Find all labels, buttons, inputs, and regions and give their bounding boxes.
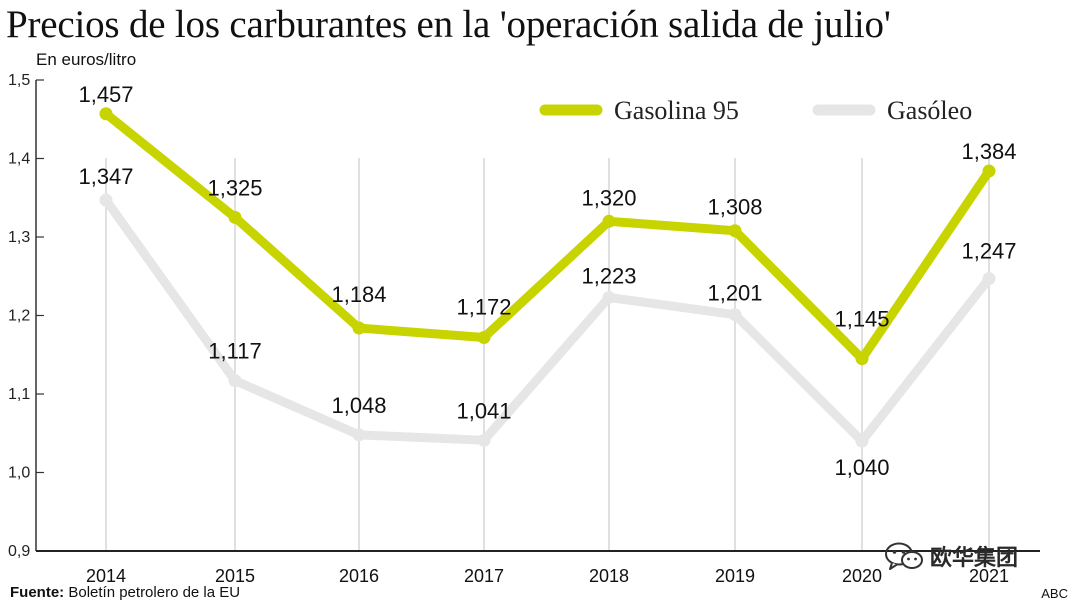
- y-tick-label: 1,4: [8, 151, 30, 168]
- chart-title: Precios de los carburantes en la 'operac…: [6, 3, 891, 46]
- data-labels: 1,457 1,325 1,184 1,172 1,320 1,308 1,145 1,384…: [78, 82, 1016, 480]
- gasolina-value-label: 1,184: [331, 282, 386, 307]
- gasolina-value-label: 1,457: [78, 82, 133, 107]
- gasoleo-value-label: 1,223: [581, 263, 636, 288]
- x-tick-label: 2019: [715, 566, 755, 586]
- gasoleo-value-label: 1,247: [961, 239, 1016, 264]
- gasolina-point: [477, 330, 491, 344]
- gasoleo-point: [982, 272, 996, 286]
- gasolina-point: [982, 164, 996, 178]
- gasoleo-point: [728, 308, 742, 322]
- y-tick-label: 1,2: [8, 308, 30, 325]
- y-tick-label: 0,9: [8, 543, 30, 560]
- wechat-icon: [885, 542, 923, 570]
- gasoleo-value-label: 1,040: [834, 455, 889, 480]
- gasoleo-point: [855, 434, 869, 448]
- x-tick-label: 2020: [842, 566, 882, 586]
- watermark-text: 欧华集团: [930, 545, 1019, 570]
- y-tick-label: 1,0: [8, 465, 30, 482]
- series-lines: [99, 107, 996, 448]
- legend: Gasolina 95 Gasóleo: [539, 96, 972, 125]
- gasoleo-value-label: 1,347: [78, 164, 133, 189]
- y-tick-label: 1,3: [8, 229, 30, 246]
- x-tick-label: 2016: [339, 566, 379, 586]
- gasolina-value-label: 1,325: [207, 175, 262, 200]
- gasoleo-point: [602, 290, 616, 304]
- y-tick-label: 1,5: [8, 72, 30, 89]
- credit-label: ABC: [1041, 586, 1068, 601]
- source-text: Boletín petrolero de la EU: [68, 584, 241, 601]
- gasolina-point: [728, 224, 742, 238]
- gasolina-point: [602, 214, 616, 228]
- gasoleo-value-label: 1,117: [208, 339, 261, 364]
- source-label: Fuente:: [10, 584, 65, 601]
- gasolina-point: [99, 107, 113, 121]
- gasoleo-point: [99, 193, 113, 207]
- y-axis-label: En euros/litro: [36, 50, 136, 69]
- gasolina-value-label: 1,172: [456, 294, 511, 319]
- gasolina-value-label: 1,384: [961, 139, 1016, 164]
- gasolina-point: [855, 352, 869, 366]
- axes: 0,9 1,0 1,1 1,2 1,3 1,4 1,5 2014 2015 2016 2017 201…: [8, 72, 1040, 586]
- source-note: Fuente: Boletín petrolero de la EU: [10, 584, 240, 601]
- y-tick-label: 1,1: [8, 386, 30, 403]
- gasolina-value-label: 1,308: [707, 195, 762, 220]
- gasolina-line: [101, 109, 994, 364]
- gasolina-value-label: 1,145: [834, 307, 889, 332]
- gasoleo-line: [101, 195, 994, 446]
- x-tick-label: 2015: [215, 566, 255, 586]
- gasoleo-point: [228, 374, 242, 388]
- x-tick-label: 2017: [464, 566, 504, 586]
- gasoleo-value-label: 1,048: [331, 393, 386, 418]
- watermark: 欧华集团: [884, 540, 1018, 572]
- x-tick-label: 2021: [969, 566, 1009, 586]
- gasoleo-value-label: 1,041: [456, 398, 511, 423]
- x-tick-label: 2014: [86, 566, 126, 586]
- gasolina-value-label: 1,320: [581, 185, 636, 210]
- x-tick-label: 2018: [589, 566, 629, 586]
- gasoleo-value-label: 1,201: [707, 281, 762, 306]
- gasoleo-point: [352, 428, 366, 442]
- gasolina-point: [352, 321, 366, 335]
- legend-label-gasolina: Gasolina 95: [614, 96, 739, 125]
- legend-label-gasoleo: Gasóleo: [887, 96, 972, 125]
- gasoleo-point: [477, 433, 491, 447]
- gasolina-point: [228, 210, 242, 224]
